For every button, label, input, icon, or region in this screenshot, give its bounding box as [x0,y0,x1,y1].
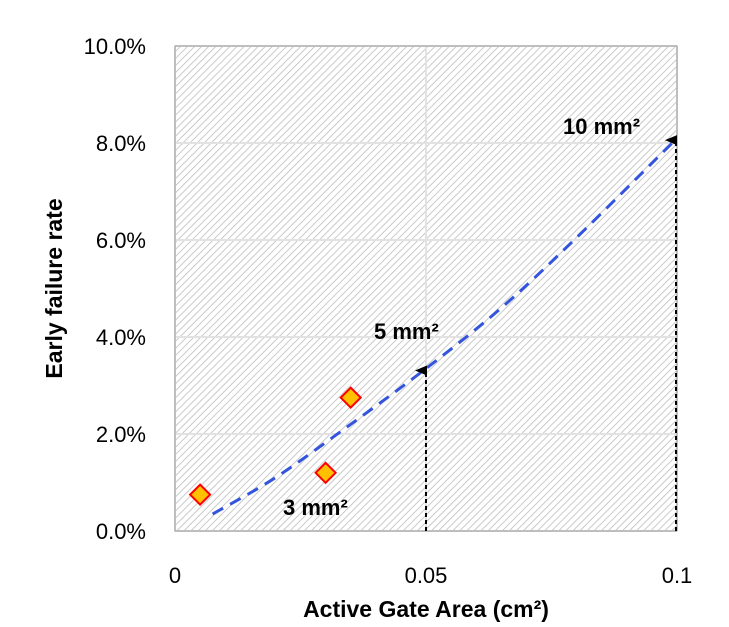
annotation-label: 5 mm² [374,319,439,344]
annotations: 3 mm² 5 mm² 10 mm² [283,114,640,520]
x-tick-label: 0.1 [662,563,693,588]
y-tick-label: 4.0% [96,325,146,350]
data-point [188,483,212,507]
y-tick-label: 10.0% [84,34,146,59]
y-tick-label: 8.0% [96,131,146,156]
trendline [211,137,679,516]
y-tick-label: 0.0% [96,519,146,544]
x-axis-title: Active Gate Area (cm²) [303,596,549,622]
y-tick-label: 2.0% [96,422,146,447]
y-axis-ticks: 0.0% 2.0% 4.0% 6.0% 8.0% 10.0% [84,34,146,544]
x-tick-label: 0.05 [405,563,448,588]
x-axis-ticks: 0 0.05 0.1 [169,563,692,588]
annotation-label: 10 mm² [563,114,640,139]
x-tick-label: 0 [169,563,181,588]
data-point [314,461,338,485]
data-points [188,386,363,507]
annotation-arrows [415,135,677,531]
annotation-label: 3 mm² [283,495,348,520]
y-axis-title: Early failure rate [41,198,67,378]
data-point [339,386,363,410]
y-tick-label: 6.0% [96,228,146,253]
